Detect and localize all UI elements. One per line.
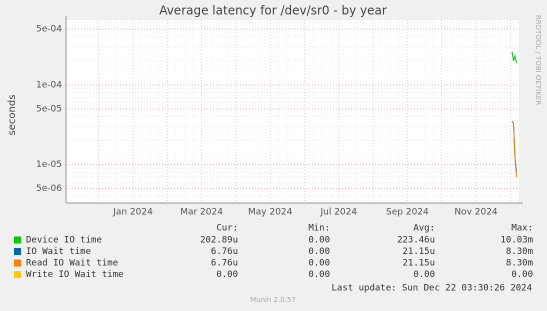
legend-header: Min: (308, 224, 330, 234)
x-tick-label: Sep 2024 (386, 208, 429, 218)
legend-header: Avg: (413, 224, 435, 234)
x-tick-label: Mar 2024 (180, 208, 223, 218)
legend-value: 8.30m (506, 247, 533, 257)
series-line (511, 120, 517, 177)
legend-label: IO Wait time (26, 247, 91, 257)
plot-area (66, 20, 519, 203)
legend-value: 6.76u (211, 259, 238, 269)
legend-header: Max: (511, 224, 533, 234)
legend-value: 21.15u (402, 259, 435, 269)
side-text: RRDTOOL / TOBI OETIKER (534, 15, 542, 105)
chart-title: Average latency for /dev/sr0 - by year (159, 4, 387, 18)
legend-value: 0.00 (308, 236, 330, 246)
legend-value: 0.00 (308, 247, 330, 257)
y-tick-label: 1e-05 (36, 160, 62, 170)
legend-label: Write IO Wait time (26, 270, 124, 280)
y-axis-label: seconds (7, 95, 18, 136)
legend-value: 0.00 (308, 259, 330, 269)
legend-swatch (14, 248, 21, 255)
legend-value: 0.00 (413, 270, 435, 280)
x-tick-label: Jul 2024 (319, 208, 357, 218)
legend-value: 10.03m (500, 236, 533, 246)
legend-swatch (14, 271, 21, 278)
series-line (511, 51, 517, 63)
x-tick-label: Nov 2024 (454, 208, 498, 218)
legend-value: 0.00 (308, 270, 330, 280)
legend-label: Read IO Wait time (26, 259, 118, 269)
legend-label: Device IO time (26, 236, 102, 246)
legend-value: 0.00 (216, 270, 238, 280)
y-tick-label: 5e-06 (36, 184, 62, 194)
x-tick-label: May 2024 (248, 208, 293, 218)
legend-value: 6.76u (211, 247, 238, 257)
x-tick-label: Jan 2024 (112, 208, 153, 218)
legend-value: 0.00 (511, 270, 533, 280)
legend-swatch (14, 236, 21, 244)
legend-value: 202.89u (200, 236, 238, 246)
legend-swatch (14, 259, 21, 267)
legend-value: 21.15u (402, 247, 435, 257)
y-tick-label: 5e-05 (36, 104, 62, 114)
legend-value: 8.30m (506, 259, 533, 269)
footer: Munin 2.0.57 (250, 296, 296, 304)
y-tick-label: 1e-04 (36, 80, 62, 90)
last-update: Last update: Sun Dec 22 03:30:26 2024 (332, 284, 532, 294)
legend-header: Cur: (216, 224, 238, 234)
y-tick-label: 5e-04 (36, 25, 62, 35)
legend-value: 223.46u (397, 236, 435, 246)
